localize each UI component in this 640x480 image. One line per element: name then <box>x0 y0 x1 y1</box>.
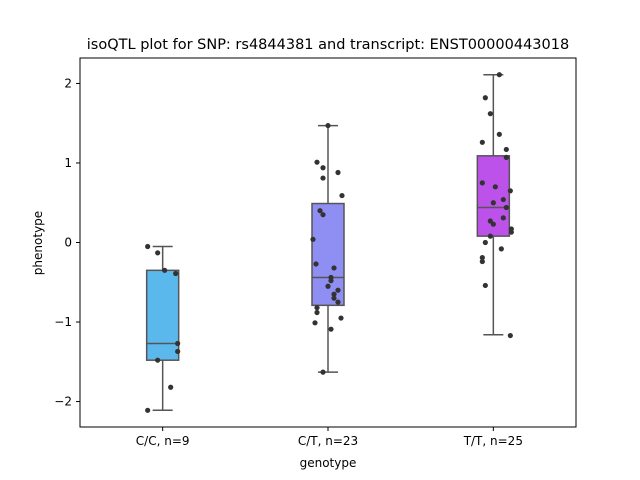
data-point <box>498 246 504 252</box>
box-1 <box>145 269 180 361</box>
data-point <box>482 282 488 289</box>
data-point <box>487 233 493 239</box>
x-axis-label: genotype <box>300 456 357 470</box>
data-point <box>317 208 323 214</box>
data-point <box>507 332 513 339</box>
y-tick-label: 0 <box>64 236 72 250</box>
data-point <box>328 326 334 332</box>
data-point <box>313 261 319 267</box>
y-tick-label: −1 <box>54 315 72 329</box>
data-point <box>335 299 341 305</box>
data-point <box>496 72 502 78</box>
data-point <box>331 265 337 271</box>
data-point <box>320 212 326 218</box>
data-point <box>155 357 161 363</box>
data-point <box>492 184 498 190</box>
data-point <box>500 215 506 221</box>
x-tick-label: T/T, n=25 <box>463 434 523 448</box>
data-point <box>479 180 485 186</box>
data-point <box>508 229 514 235</box>
data-point <box>503 154 509 161</box>
data-point <box>479 258 485 265</box>
data-point <box>314 305 320 311</box>
data-point <box>310 236 316 242</box>
plot-frame <box>79 57 577 428</box>
data-point <box>320 369 326 375</box>
data-point <box>500 196 506 203</box>
data-point <box>503 146 509 153</box>
y-axis-label: phenotype <box>31 211 45 275</box>
chart-title: isoQTL plot for SNP: rs4844381 and trans… <box>87 37 569 53</box>
data-point <box>162 267 168 273</box>
data-point <box>503 204 509 211</box>
plot-area: −2 −1 0 1 2 C/C, n=9 C/T, n=23 T/T, n=25 <box>54 57 577 448</box>
data-point <box>507 188 513 194</box>
data-point <box>320 175 326 181</box>
data-point <box>331 295 337 301</box>
data-point <box>325 122 331 129</box>
data-point <box>325 283 331 289</box>
data-point <box>479 255 485 261</box>
data-point <box>314 159 320 165</box>
data-point <box>479 139 485 145</box>
data-point <box>175 348 181 355</box>
data-point <box>173 270 179 277</box>
data-point <box>314 309 320 316</box>
data-point <box>482 239 488 246</box>
x-tick-label: C/T, n=23 <box>298 434 358 448</box>
y-tick-label: −2 <box>54 395 72 409</box>
data-point <box>155 250 161 256</box>
data-point <box>487 111 493 117</box>
data-point <box>320 165 326 171</box>
data-point <box>168 384 174 390</box>
y-tick-label: 1 <box>64 156 72 170</box>
data-point <box>145 407 151 413</box>
data-point <box>338 315 344 321</box>
data-point <box>339 192 345 199</box>
data-point <box>331 291 337 297</box>
data-point <box>335 287 341 293</box>
data-point <box>496 131 502 137</box>
y-tick-label: 2 <box>64 76 72 90</box>
data-point <box>490 200 496 206</box>
data-point <box>145 243 151 250</box>
data-point <box>482 95 488 101</box>
data-point <box>490 221 496 227</box>
x-tick-label: C/C, n=9 <box>136 434 190 448</box>
data-point <box>328 278 334 284</box>
data-point <box>175 340 181 347</box>
data-point <box>335 169 341 176</box>
data-point <box>312 320 318 326</box>
